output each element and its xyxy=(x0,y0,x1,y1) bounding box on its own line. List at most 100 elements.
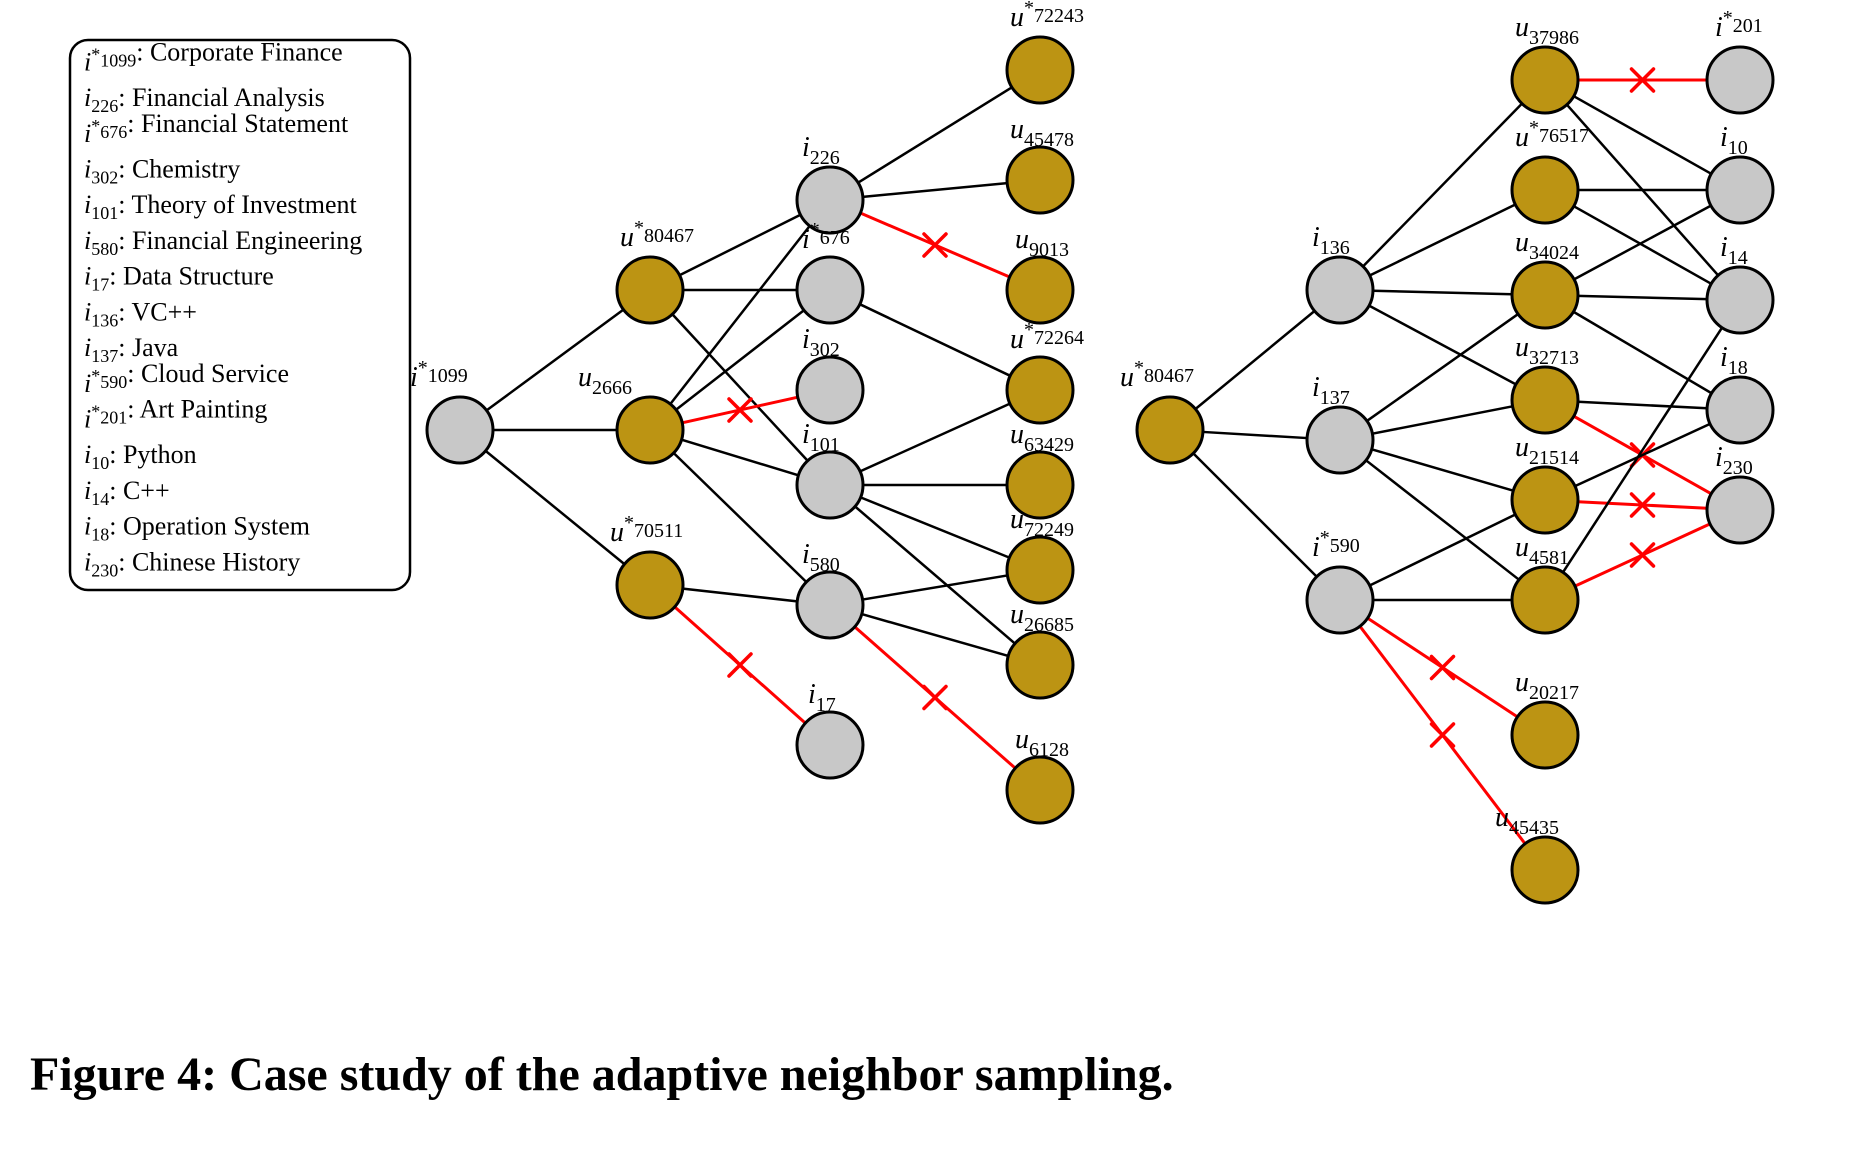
node-label-u32713: u32713 xyxy=(1515,332,1579,369)
user-node-u45478 xyxy=(1007,147,1073,213)
node-label-u72243: u*72243 xyxy=(1010,0,1084,33)
item-node-i101 xyxy=(797,452,863,518)
user-node-u20217 xyxy=(1512,702,1578,768)
edge-i101-u72264 xyxy=(860,404,1010,472)
edge-i136-u76517 xyxy=(1370,204,1516,275)
node-label-i590: i*590 xyxy=(1312,527,1360,563)
item-node-i14 xyxy=(1707,267,1773,333)
edge-u2666-i226 xyxy=(670,226,809,404)
edge-u80467b-i590 xyxy=(1193,453,1316,576)
legend-item-i17: i17: Data Structure xyxy=(84,262,274,295)
node-label-u4581: u4581 xyxy=(1515,532,1569,569)
user-node-u72264 xyxy=(1007,357,1073,423)
node-label-u80467b: u*80467 xyxy=(1120,357,1194,393)
node-label-i17: i17 xyxy=(808,679,836,716)
legend-item-i1099: i*1099: Corporate Finance xyxy=(84,37,343,76)
node-label-u45435: u45435 xyxy=(1495,802,1559,839)
node-label-u45478: u45478 xyxy=(1010,114,1074,151)
edge-u80467-i226 xyxy=(680,215,801,275)
edge-i137-u4581 xyxy=(1366,460,1519,579)
edge-i226-u45478 xyxy=(863,183,1007,197)
legend-item-i676: i*676: Financial Statement xyxy=(84,109,349,148)
edge-i226-u72243 xyxy=(858,87,1012,182)
node-label-i14: i14 xyxy=(1720,232,1748,269)
node-label-i137: i137 xyxy=(1312,372,1350,409)
user-node-u21514 xyxy=(1512,467,1578,533)
node-label-i1099: i*1099 xyxy=(410,357,468,393)
node-label-u26685: u26685 xyxy=(1010,599,1074,636)
node-label-i230: i230 xyxy=(1715,442,1753,479)
user-node-u76517 xyxy=(1512,157,1578,223)
node-label-u21514: u21514 xyxy=(1515,432,1579,469)
node-label-i580: i580 xyxy=(802,539,840,576)
node-label-i18: i18 xyxy=(1720,342,1748,379)
edge-i676-u72264 xyxy=(860,304,1010,376)
node-label-u34024: u34024 xyxy=(1515,227,1579,264)
edge-i101-u72249 xyxy=(861,497,1010,557)
node-label-u63429: u63429 xyxy=(1010,419,1074,456)
item-node-i676 xyxy=(797,257,863,323)
node-label-i302: i302 xyxy=(802,324,840,361)
edge-u4581-i14 xyxy=(1563,328,1722,573)
edge-u21514-i18 xyxy=(1575,424,1710,486)
edge-i136-u37986 xyxy=(1363,104,1522,267)
user-node-u72249 xyxy=(1007,537,1073,603)
edge-i137-u34024 xyxy=(1367,314,1518,421)
edge-u34024-i14 xyxy=(1578,296,1707,299)
item-node-i17 xyxy=(797,712,863,778)
user-node-u80467 xyxy=(617,257,683,323)
nodes-layer xyxy=(427,37,1773,903)
legend-item-i18: i18: Operation System xyxy=(84,512,310,545)
edge-i590-u21514 xyxy=(1370,514,1516,585)
legend-item-i230: i230: Chinese History xyxy=(84,547,300,580)
node-label-u6128: u6128 xyxy=(1015,724,1069,761)
legend-item-i201: i*201: Art Painting xyxy=(84,395,267,434)
legend-item-i580: i580: Financial Engineering xyxy=(84,226,362,259)
user-node-u2666 xyxy=(617,397,683,463)
legend-box: i*1099: Corporate Financei226: Financial… xyxy=(70,37,410,590)
edge-i137-u32713 xyxy=(1372,406,1512,433)
edge-i580-u72249 xyxy=(863,575,1008,599)
legend-item-i101: i101: Theory of Investment xyxy=(84,190,358,223)
item-node-i230 xyxy=(1707,477,1773,543)
legend-item-i14: i14: C++ xyxy=(84,476,170,509)
user-node-u26685 xyxy=(1007,632,1073,698)
edge-u80467b-i137 xyxy=(1203,432,1307,438)
node-label-u72264: u*72264 xyxy=(1010,319,1084,355)
figure-caption: Figure 4: Case study of the adaptive nei… xyxy=(30,1048,1174,1101)
legend-item-i302: i302: Chemistry xyxy=(84,155,240,188)
node-label-i101: i101 xyxy=(802,419,840,456)
edge-u80467b-i136 xyxy=(1195,311,1314,409)
item-node-i18 xyxy=(1707,377,1773,443)
edge-i1099-u70511 xyxy=(486,451,625,564)
node-label-u70511: u*70511 xyxy=(610,512,683,548)
node-label-i226: i226 xyxy=(802,132,840,169)
node-label-u76517: u*76517 xyxy=(1515,117,1589,153)
adaptive-sampling-figure: i*1099u*80467u2666u*70511i226i*676i302i1… xyxy=(0,0,1850,1166)
item-node-i1099 xyxy=(427,397,493,463)
edge-u2666-i101 xyxy=(682,440,799,476)
node-label-u37986: u37986 xyxy=(1515,12,1579,49)
item-node-i302 xyxy=(797,357,863,423)
edge-u2666-i676 xyxy=(676,310,804,409)
user-node-u6128 xyxy=(1007,757,1073,823)
legend-item-i136: i136: VC++ xyxy=(84,297,197,330)
item-node-i136 xyxy=(1307,257,1373,323)
user-node-u37986 xyxy=(1512,47,1578,113)
legend-item-i10: i10: Python xyxy=(84,440,197,473)
node-label-u80467: u*80467 xyxy=(620,217,694,253)
edge-i136-u34024 xyxy=(1373,291,1512,294)
user-node-u4581 xyxy=(1512,567,1578,633)
item-node-i201 xyxy=(1707,47,1773,113)
user-node-u34024 xyxy=(1512,262,1578,328)
node-label-u20217: u20217 xyxy=(1515,667,1579,704)
node-label-i136: i136 xyxy=(1312,222,1350,259)
user-node-u72243 xyxy=(1007,37,1073,103)
user-node-u70511 xyxy=(617,552,683,618)
user-node-u9013 xyxy=(1007,257,1073,323)
node-label-i201: i*201 xyxy=(1715,7,1763,43)
node-label-i10: i10 xyxy=(1720,122,1748,159)
user-node-u45435 xyxy=(1512,837,1578,903)
edge-u32713-i18 xyxy=(1578,402,1707,409)
user-node-u32713 xyxy=(1512,367,1578,433)
